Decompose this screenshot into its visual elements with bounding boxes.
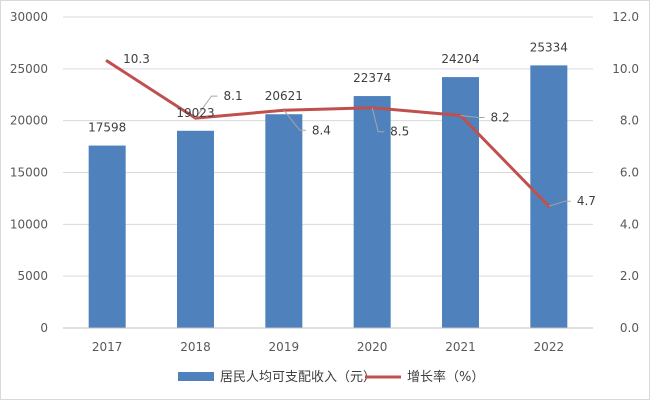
line-data-label: 8.1 (224, 89, 243, 103)
label-leader-line (283, 109, 306, 131)
y2-axis-tick-label: 6.0 (620, 166, 639, 180)
y-axis-tick-label: 10000 (10, 217, 48, 231)
legend-line-label: 增长率（%） (407, 369, 484, 385)
line-data-label: 4.7 (577, 194, 596, 208)
line-data-label: 8.4 (312, 123, 331, 137)
x-axis-tick-label: 2017 (92, 340, 123, 354)
y2-axis-tick-label: 2.0 (620, 269, 639, 283)
bar-series (88, 65, 568, 329)
line-data-label: 10.3 (123, 52, 150, 66)
legend-bar-swatch (178, 372, 214, 381)
line-data-label: 8.5 (390, 125, 409, 139)
label-leader-line (371, 107, 385, 133)
y-axis-tick-label: 30000 (10, 10, 48, 24)
line-point (105, 59, 109, 63)
label-leader-line (548, 200, 571, 207)
bar (530, 65, 568, 329)
y2-axis-tick-label: 0.0 (620, 321, 639, 335)
axes: 0 5000 10000 15000 20000 25000 30000 0.0 2.0 4.0 6… (10, 10, 639, 354)
bar (353, 96, 391, 328)
y2-axis-tick-label: 8.0 (620, 114, 639, 128)
bar (88, 145, 126, 328)
gridlines (63, 16, 593, 277)
bar-data-label: 19023 (176, 106, 214, 120)
y-axis-tick-label: 5000 (17, 269, 48, 283)
bar-data-label: 24204 (441, 52, 479, 66)
label-leader-line (460, 114, 485, 118)
bar (177, 130, 214, 328)
label-leader-lines (195, 95, 571, 207)
legend-bar-label: 居民人均可支配收入（元） (220, 370, 376, 385)
line-data-label: 8.2 (491, 110, 510, 124)
x-axis-tick-label: 2019 (269, 340, 300, 354)
y-axis-tick-label: 15000 (10, 166, 48, 180)
x-axis-tick-label: 2021 (445, 340, 476, 354)
x-axis-tick-label: 2020 (357, 340, 388, 354)
y2-axis-tick-label: 10.0 (612, 62, 639, 76)
data-labels: 17598 19023 20621 22374 24204 25334 10.3 8.1 8.4… (88, 40, 596, 208)
bar-data-label: 20621 (265, 89, 303, 103)
series-line (105, 59, 551, 208)
bar-data-label: 22374 (353, 71, 391, 85)
label-leader-line (195, 95, 218, 119)
bar-data-label: 25334 (530, 40, 568, 54)
x-axis-tick-label: 2022 (534, 340, 565, 354)
y2-axis-tick-label: 12.0 (612, 10, 639, 24)
bar (265, 114, 303, 328)
bar (442, 77, 479, 328)
y-axis-tick-label: 25000 (10, 62, 48, 76)
y2-axis-tick-label: 4.0 (620, 217, 639, 231)
bar-data-label: 17598 (88, 121, 126, 135)
y-axis-tick-label: 20000 (10, 114, 48, 128)
x-axis-tick-label: 2018 (180, 340, 211, 354)
y-axis-tick-label: 0 (40, 321, 48, 335)
legend: 居民人均可支配收入（元） 增长率（%） (178, 369, 484, 385)
